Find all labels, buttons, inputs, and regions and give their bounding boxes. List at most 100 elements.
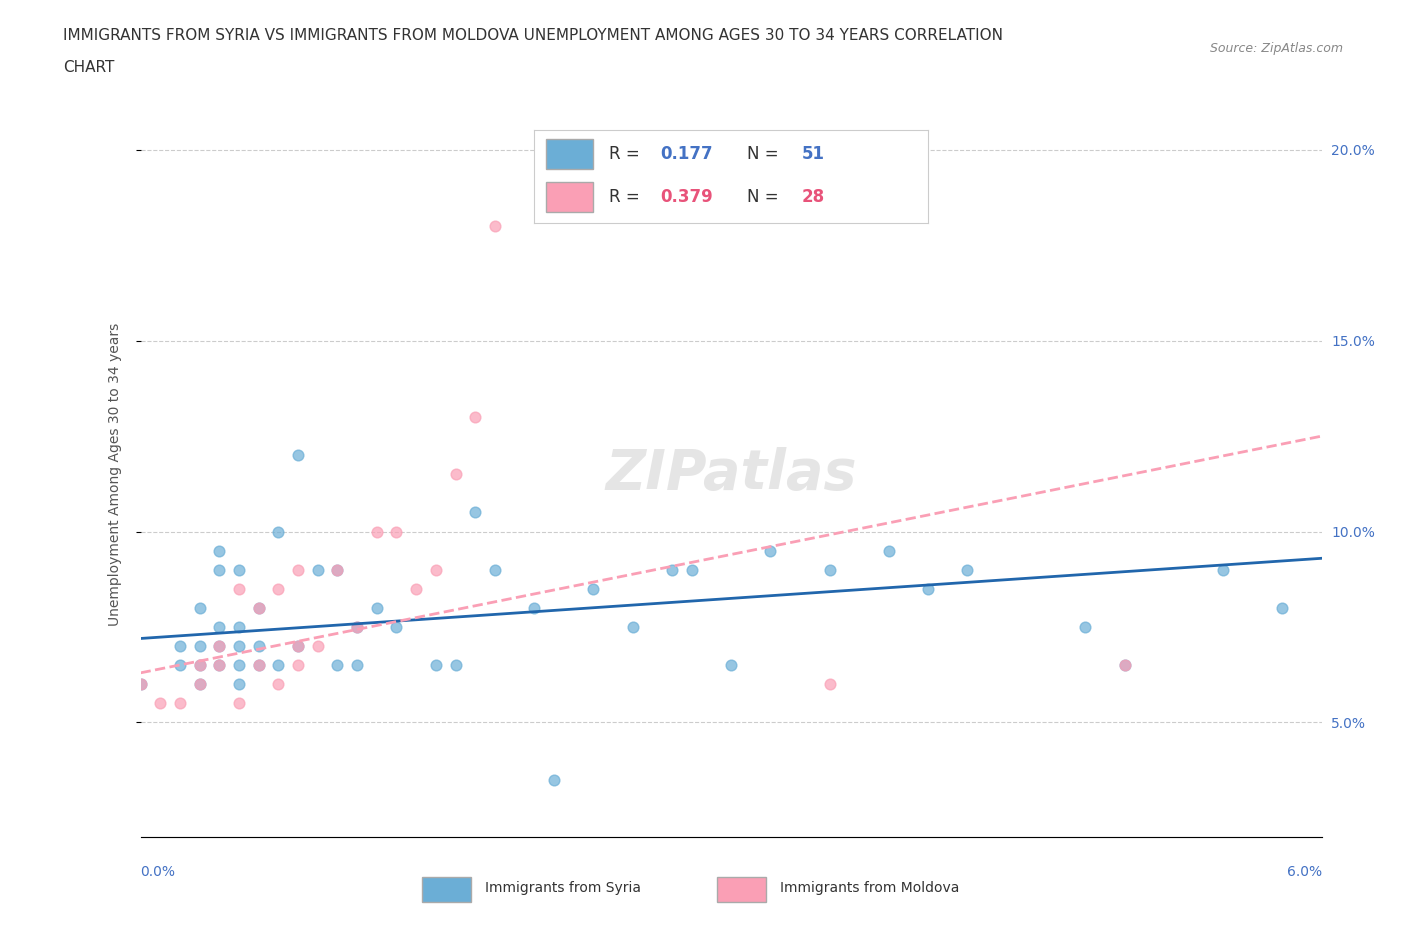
Point [326, 658, 349, 672]
Text: ZIPatlas: ZIPatlas [606, 447, 856, 501]
Point [425, 563, 447, 578]
Point [385, 619, 408, 634]
Text: R =: R = [609, 145, 645, 164]
Point [346, 619, 368, 634]
Point [405, 581, 427, 596]
Point [464, 505, 486, 520]
Point [444, 658, 467, 672]
Point [208, 563, 231, 578]
Text: R =: R = [609, 188, 645, 206]
Text: 6.0%: 6.0% [1286, 865, 1322, 879]
Point [188, 639, 211, 654]
Point [129, 677, 152, 692]
Point [267, 525, 290, 539]
Text: 28: 28 [801, 188, 825, 206]
Point [287, 658, 309, 672]
Point [287, 639, 309, 654]
Point [720, 658, 742, 672]
Point [247, 601, 270, 616]
Point [129, 677, 152, 692]
Text: Immigrants from Syria: Immigrants from Syria [485, 881, 641, 896]
Point [917, 581, 939, 596]
Point [1074, 619, 1097, 634]
FancyBboxPatch shape [717, 876, 766, 902]
Point [188, 677, 211, 692]
FancyBboxPatch shape [422, 876, 471, 902]
Point [346, 658, 368, 672]
Point [307, 563, 329, 578]
Point [188, 658, 211, 672]
Point [287, 563, 309, 578]
Point [188, 677, 211, 692]
Point [759, 543, 782, 558]
Point [247, 639, 270, 654]
Point [169, 639, 191, 654]
Point [818, 563, 841, 578]
Text: 0.177: 0.177 [661, 145, 713, 164]
Point [169, 658, 191, 672]
Point [247, 658, 270, 672]
Point [228, 696, 250, 711]
Point [346, 619, 368, 634]
Point [582, 581, 605, 596]
Point [484, 563, 506, 578]
Point [543, 772, 565, 787]
Point [247, 658, 270, 672]
Point [228, 639, 250, 654]
Point [1114, 658, 1136, 672]
Point [484, 219, 506, 233]
Point [228, 563, 250, 578]
Point [1114, 658, 1136, 672]
Point [326, 563, 349, 578]
Point [149, 696, 172, 711]
Point [425, 658, 447, 672]
Point [464, 409, 486, 424]
Point [818, 677, 841, 692]
Text: IMMIGRANTS FROM SYRIA VS IMMIGRANTS FROM MOLDOVA UNEMPLOYMENT AMONG AGES 30 TO 3: IMMIGRANTS FROM SYRIA VS IMMIGRANTS FROM… [63, 28, 1004, 43]
Point [385, 525, 408, 539]
Text: Immigrants from Moldova: Immigrants from Moldova [780, 881, 960, 896]
Y-axis label: Unemployment Among Ages 30 to 34 years: Unemployment Among Ages 30 to 34 years [108, 323, 122, 626]
Text: Source: ZipAtlas.com: Source: ZipAtlas.com [1209, 42, 1343, 55]
Point [208, 639, 231, 654]
Point [366, 525, 388, 539]
Point [247, 601, 270, 616]
Point [681, 563, 703, 578]
Point [1271, 601, 1294, 616]
Point [287, 447, 309, 462]
Text: N =: N = [747, 188, 783, 206]
Text: 51: 51 [801, 145, 825, 164]
Point [188, 601, 211, 616]
Point [287, 639, 309, 654]
Text: N =: N = [747, 145, 783, 164]
Point [877, 543, 900, 558]
Point [267, 581, 290, 596]
Point [956, 563, 979, 578]
Point [228, 677, 250, 692]
Point [208, 639, 231, 654]
FancyBboxPatch shape [546, 140, 593, 169]
Point [621, 619, 644, 634]
Point [228, 581, 250, 596]
Point [208, 619, 231, 634]
Text: 0.379: 0.379 [661, 188, 713, 206]
Point [267, 677, 290, 692]
Point [661, 563, 683, 578]
Text: 0.0%: 0.0% [141, 865, 176, 879]
Point [307, 639, 329, 654]
Point [208, 658, 231, 672]
Point [188, 658, 211, 672]
Point [366, 601, 388, 616]
Point [208, 658, 231, 672]
Point [523, 601, 546, 616]
Point [228, 619, 250, 634]
Text: CHART: CHART [63, 60, 115, 75]
FancyBboxPatch shape [546, 182, 593, 212]
Point [228, 658, 250, 672]
Point [267, 658, 290, 672]
Point [1212, 563, 1234, 578]
Point [326, 563, 349, 578]
Point [208, 543, 231, 558]
Point [444, 467, 467, 482]
Point [169, 696, 191, 711]
